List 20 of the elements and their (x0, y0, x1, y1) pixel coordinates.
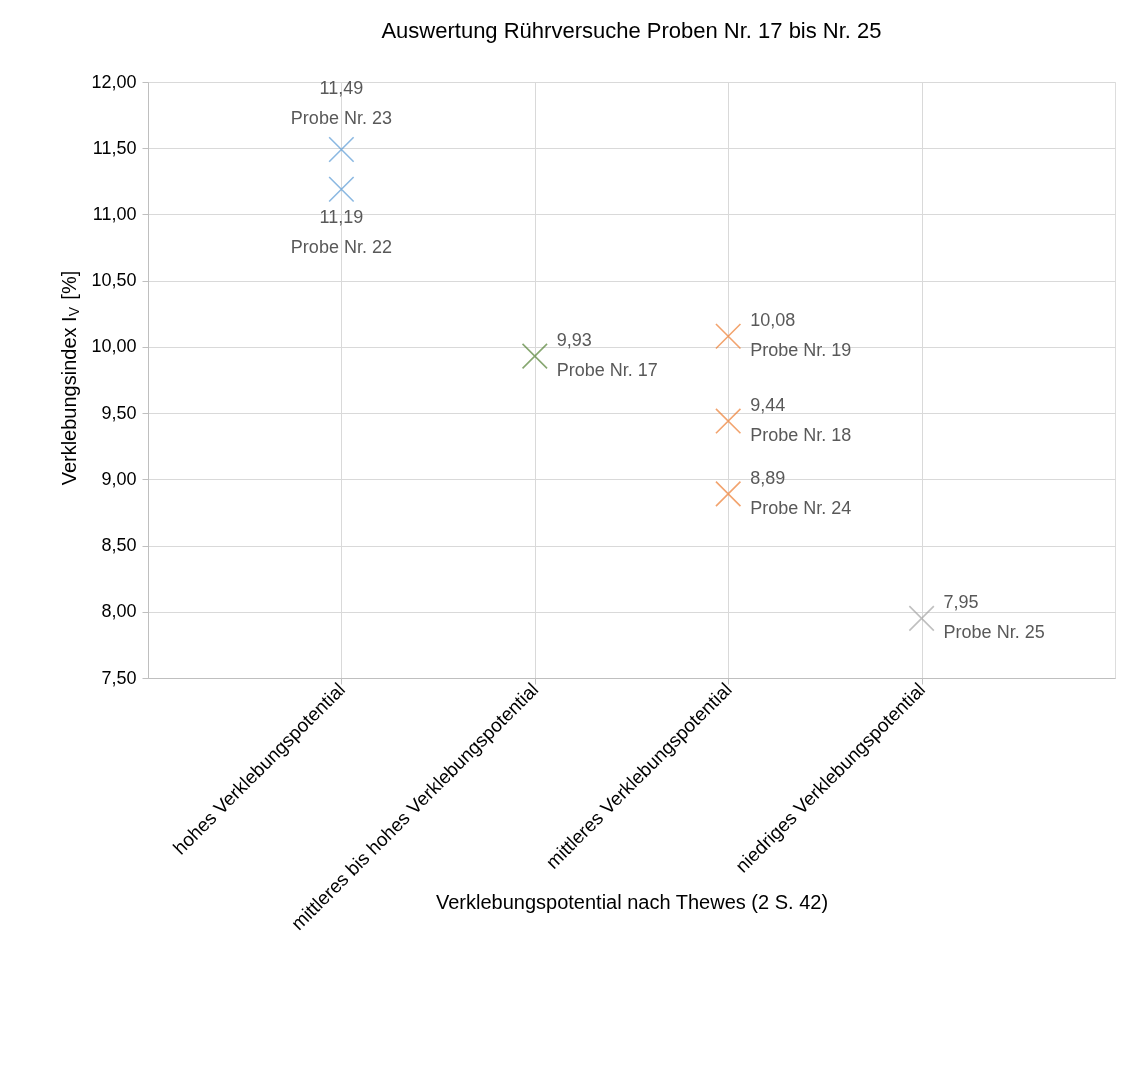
y-tick-label: 9,00 (101, 468, 137, 489)
data-label: 8,89 Probe Nr. 24 (750, 467, 852, 518)
data-label: 9,44 Probe Nr. 18 (750, 395, 852, 446)
data-label: 7,95 Probe Nr. 25 (943, 592, 1045, 643)
x-axis-title: Verklebungspotential nach Thewes (2 S. 42) (435, 890, 829, 913)
y-tick-label: 8,50 (101, 535, 137, 556)
y-tick-label: 11,00 (92, 203, 137, 224)
data-label: 10,08 Probe Nr. 19 (750, 310, 852, 361)
data-label: 11,19 Probe Nr. 22 (290, 207, 392, 258)
chart-title: Auswertung Rührversuche Proben Nr. 17 bis Nr. 25 (381, 18, 882, 43)
y-tick-label: 10,50 (91, 270, 137, 291)
y-tick-label: 10,00 (91, 336, 137, 357)
y-axis-title: Verklebungsindex IV [%] (58, 270, 82, 486)
data-label: 9,93 Probe Nr. 17 (556, 330, 658, 381)
y-tick-label: 8,00 (101, 601, 137, 622)
y-tick-label: 7,50 (101, 667, 137, 688)
y-tick-label: 11,50 (92, 137, 137, 158)
data-label: 11,49 Probe Nr. 23 (290, 77, 392, 128)
y-tick-label: 9,50 (101, 402, 137, 423)
y-tick-label: 12,00 (91, 71, 137, 92)
